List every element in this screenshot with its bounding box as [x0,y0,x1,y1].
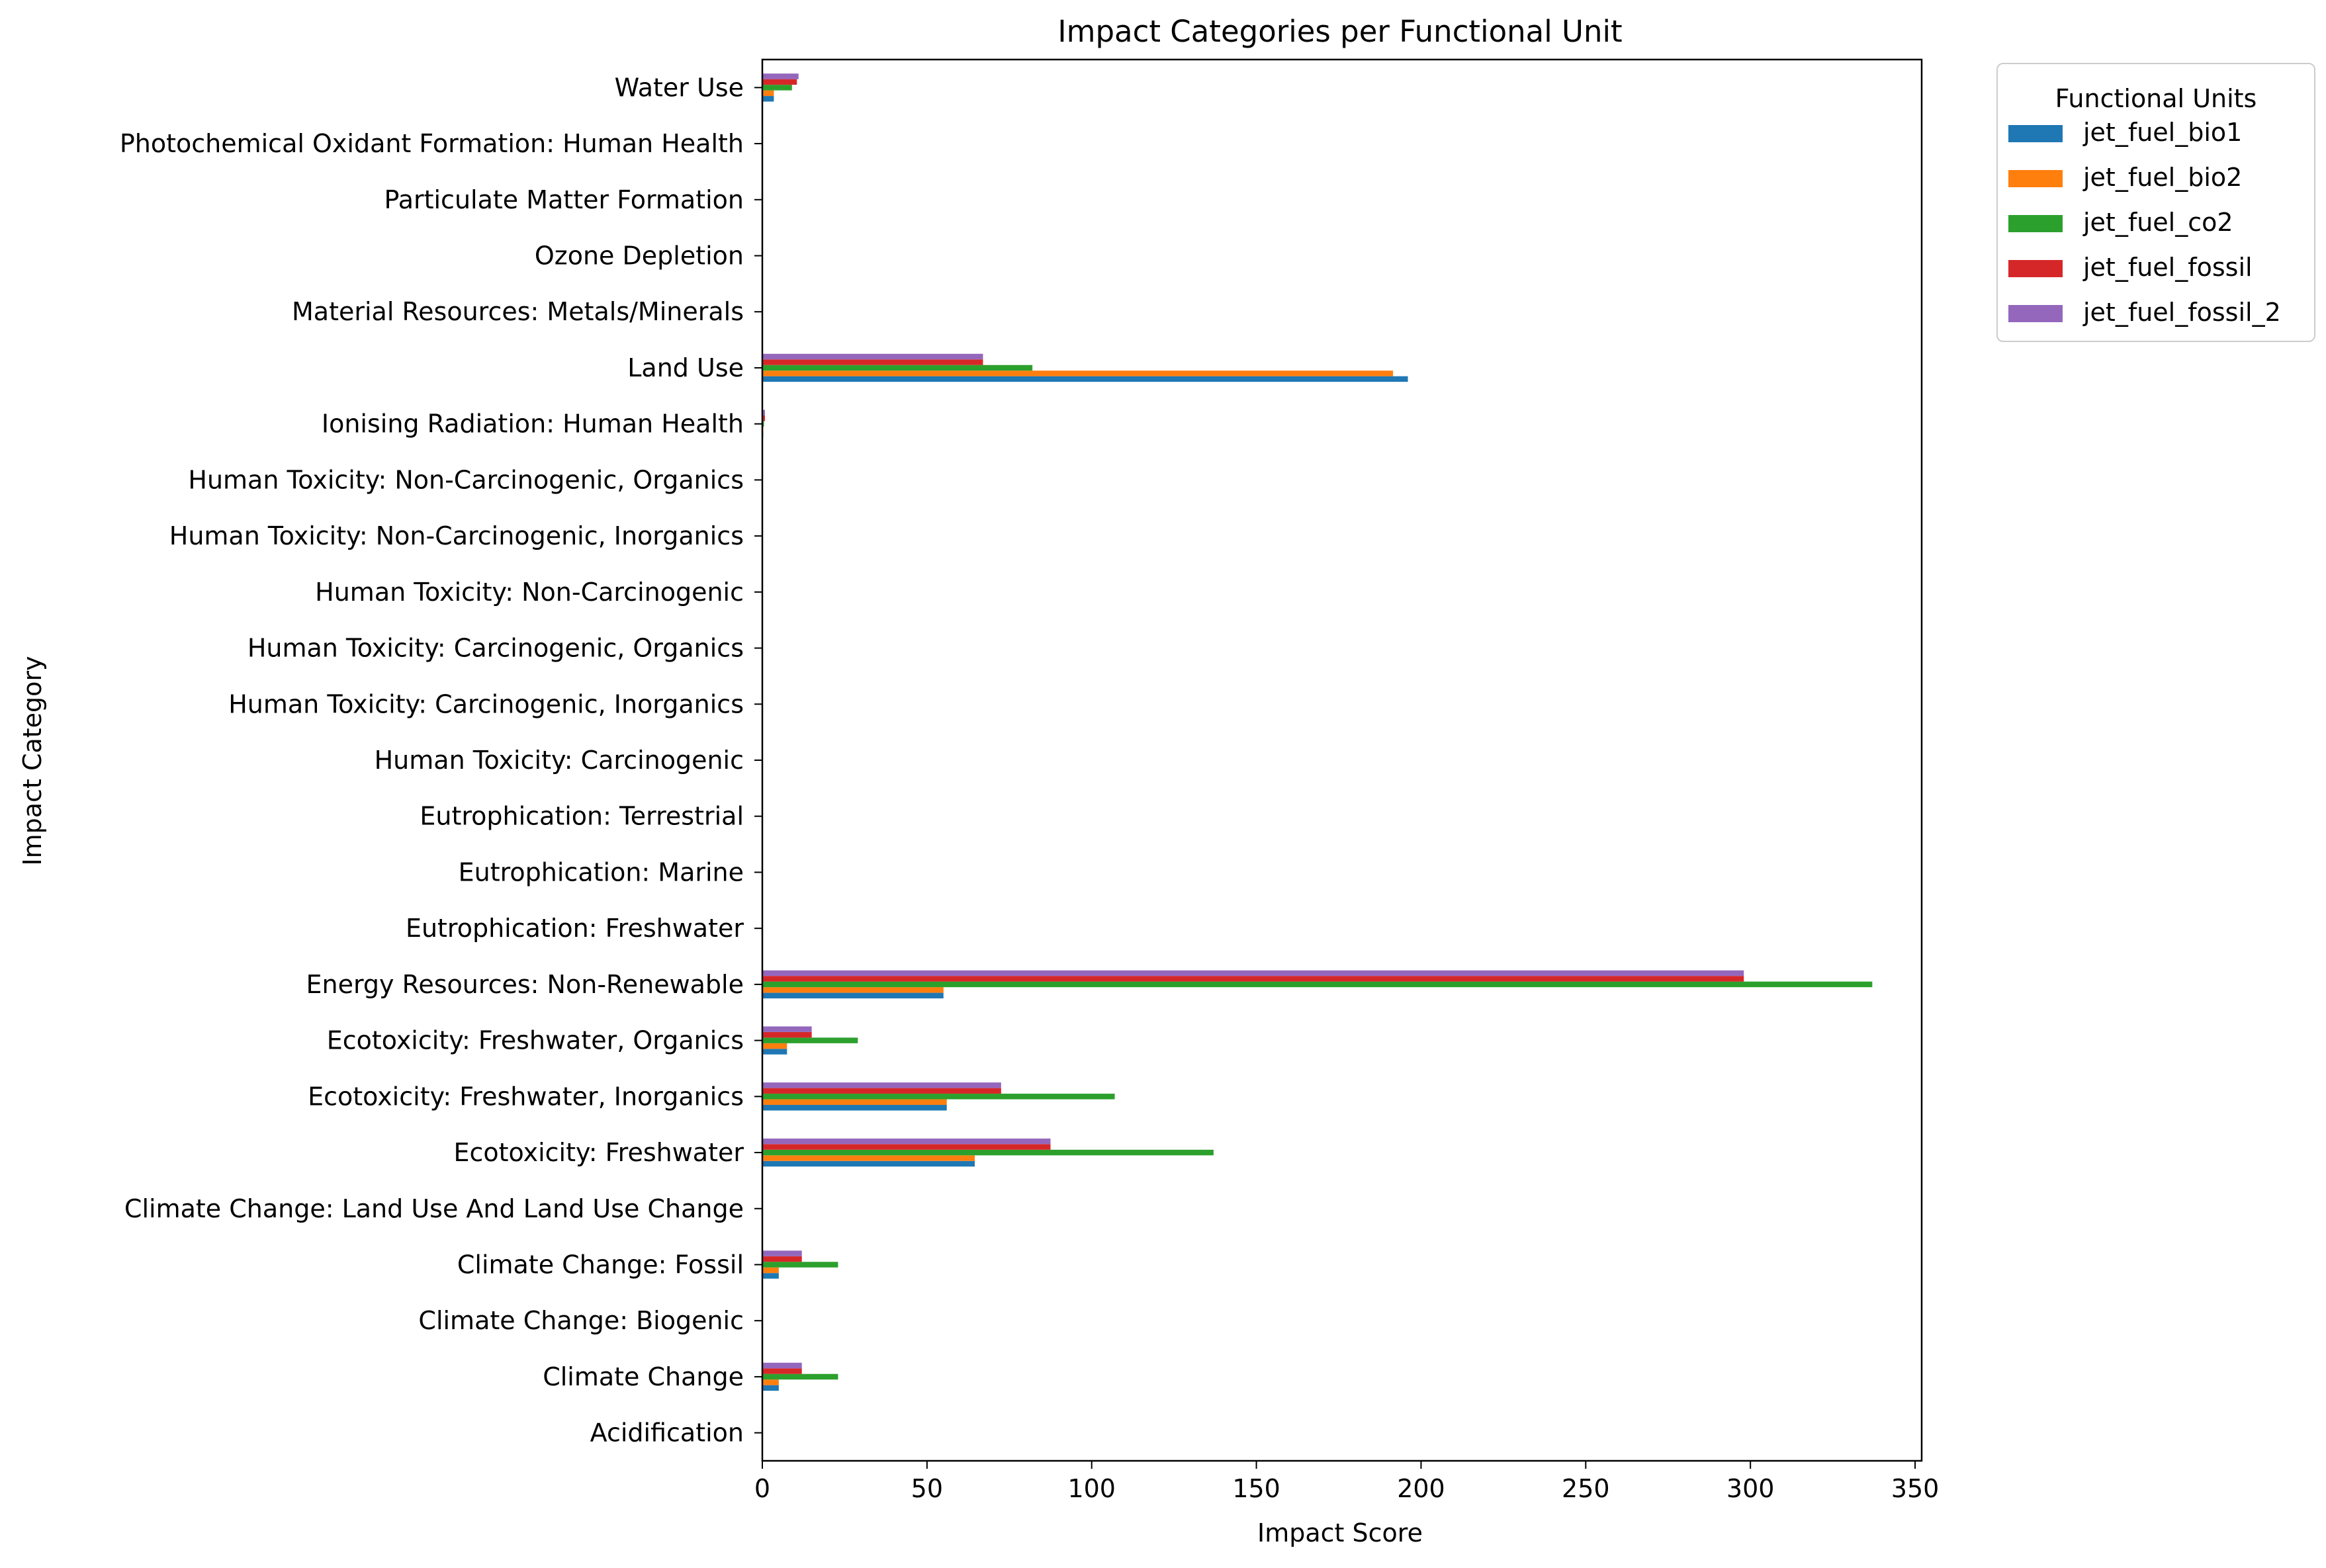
y-tick-label: Land Use [627,353,744,382]
bar-jet_fuel_bio2-5 [762,1155,975,1160]
bar-jet_fuel_co2-24 [762,85,792,90]
x-tick-label: 150 [1232,1474,1280,1503]
legend-label-jet_fuel_bio1: jet_fuel_bio1 [2082,118,2242,147]
y-tick-label: Human Toxicity: Carcinogenic, Inorganics [228,689,744,719]
bar-jet_fuel_bio1-19 [762,376,1408,382]
bar-jet_fuel_bio1-7 [762,1049,787,1054]
legend: Functional Units jet_fuel_bio1 jet_fuel_b… [1997,64,2315,341]
bar-jet_fuel_fossil_2-3 [762,1250,802,1256]
y-tick-label: Climate Change: Fossil [457,1250,744,1279]
y-tick-label: Human Toxicity: Non-Carcinogenic, Organi… [188,465,744,494]
x-tick-label: 250 [1562,1474,1610,1503]
bar-jet_fuel_bio1-1 [762,1385,779,1391]
x-tick-label: 0 [754,1474,770,1503]
bar-jet_fuel_fossil-3 [762,1256,802,1262]
bar-jet_fuel_fossil_2-24 [762,73,799,79]
legend-swatch-jet_fuel_bio2 [2008,170,2063,187]
y-tick-label: Climate Change: Land Use And Land Use Ch… [124,1194,744,1223]
bar-jet_fuel_fossil_2-6 [762,1082,1001,1088]
bar-jet_fuel_fossil_2-5 [762,1139,1051,1144]
y-tick-label: Water Use [615,73,744,102]
y-tick-label: Eutrophication: Marine [459,857,744,887]
y-tick-label: Human Toxicity: Non-Carcinogenic, Inorga… [169,521,744,550]
bar-jet_fuel_fossil_2-7 [762,1026,812,1031]
y-tick-label: Eutrophication: Terrestrial [420,802,744,831]
bar-jet_fuel_fossil-24 [762,79,797,85]
bar-jet_fuel_bio1-8 [762,993,944,998]
bar-jet_fuel_fossil-6 [762,1088,1001,1094]
bar-jet_fuel_fossil-7 [762,1032,812,1037]
chart-title: Impact Categories per Functional Unit [1057,14,1622,49]
bar-jet_fuel_fossil_2-19 [762,354,983,359]
legend-label-jet_fuel_fossil: jet_fuel_fossil [2082,253,2253,282]
legend-label-jet_fuel_bio2: jet_fuel_bio2 [2082,163,2242,192]
y-tick-label: Ecotoxicity: Freshwater, Organics [327,1026,744,1055]
legend-swatch-jet_fuel_bio1 [2008,125,2063,142]
bar-jet_fuel_bio2-19 [762,370,1393,376]
y-tick-label: Human Toxicity: Carcinogenic, Organics [247,634,744,663]
legend-label-jet_fuel_co2: jet_fuel_co2 [2082,208,2233,237]
bar-jet_fuel_bio1-6 [762,1105,947,1110]
bar-jet_fuel_bio2-3 [762,1268,779,1273]
y-tick-label: Human Toxicity: Non-Carcinogenic [315,578,744,607]
y-tick-label: Ecotoxicity: Freshwater, Inorganics [308,1082,744,1111]
y-tick-label: Ecotoxicity: Freshwater [453,1138,744,1167]
y-tick-label: Particulate Matter Formation [384,185,744,214]
bar-jet_fuel_co2-19 [762,365,1032,370]
y-tick-label: Human Toxicity: Carcinogenic [375,746,744,775]
bar-jet_fuel_fossil_2-8 [762,971,1744,976]
y-tick-label: Ozone Depletion [535,241,744,271]
legend-swatch-jet_fuel_fossil_2 [2008,305,2063,322]
bar-jet_fuel_bio1-3 [762,1273,779,1278]
x-tick-label: 300 [1726,1474,1775,1503]
bar-jet_fuel_co2-6 [762,1094,1115,1099]
x-tick-label: 350 [1891,1474,1940,1503]
bar-jet_fuel_fossil-5 [762,1144,1051,1149]
bar-jet_fuel_co2-1 [762,1374,838,1379]
legend-label-jet_fuel_fossil_2: jet_fuel_fossil_2 [2082,298,2281,327]
bar-jet_fuel_co2-3 [762,1262,838,1267]
bar-jet_fuel_bio2-24 [762,91,774,96]
y-axis-label: Impact Category [18,656,47,865]
legend-swatch-jet_fuel_co2 [2008,215,2063,232]
y-tick-label: Material Resources: Metals/Minerals [292,297,744,326]
y-tick-label: Energy Resources: Non-Renewable [306,970,744,999]
y-tick-label: Eutrophication: Freshwater [406,914,744,943]
bar-jet_fuel_fossil-8 [762,976,1744,981]
legend-title: Functional Units [2055,84,2257,113]
bar-jet_fuel_co2-7 [762,1037,858,1043]
bar-jet_fuel_co2-8 [762,982,1872,987]
x-tick-label: 200 [1397,1474,1445,1503]
bar-jet_fuel_fossil-1 [762,1368,802,1373]
y-tick-label: Climate Change: Biogenic [418,1306,744,1335]
bar-jet_fuel_fossil_2-1 [762,1363,802,1368]
bar-jet_fuel_bio2-7 [762,1043,787,1049]
bar-jet_fuel_bio1-24 [762,96,774,101]
bar-jet_fuel_bio2-8 [762,987,944,992]
legend-swatch-jet_fuel_fossil [2008,260,2063,277]
x-tick-label: 100 [1067,1474,1116,1503]
y-tick-label: Climate Change [543,1362,744,1391]
bar-jet_fuel_fossil-19 [762,359,983,365]
y-tick-label: Acidification [590,1418,744,1448]
bar-jet_fuel_bio2-1 [762,1379,779,1385]
bar-jet_fuel_bio1-5 [762,1161,975,1166]
x-tick-label: 50 [911,1474,943,1503]
y-tick-label: Photochemical Oxidant Formation: Human H… [120,129,744,158]
bar-jet_fuel_co2-5 [762,1150,1214,1155]
x-axis-label: Impact Score [1257,1518,1423,1547]
bar-jet_fuel_bio2-6 [762,1100,947,1105]
y-tick-label: Ionising Radiation: Human Health [322,410,744,439]
